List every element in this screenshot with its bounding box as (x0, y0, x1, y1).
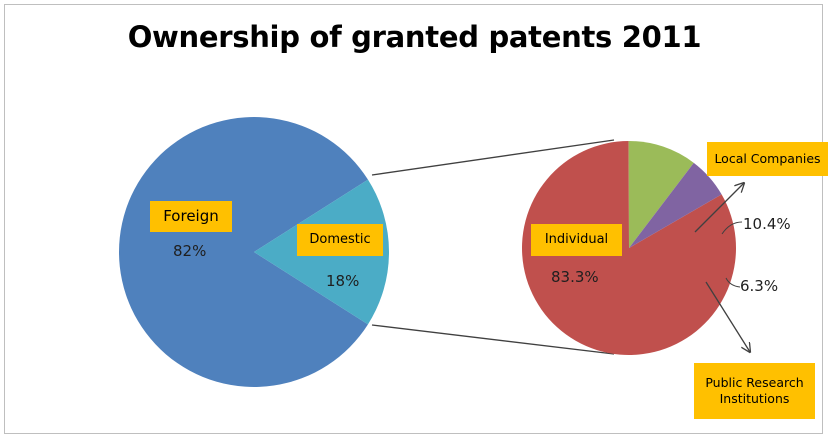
arrow-local-companies (694, 183, 744, 233)
pie-slice-individual (521, 141, 736, 356)
label-domestic: Domestic (297, 224, 383, 256)
breakdown-pie (521, 141, 736, 356)
label-local-companies: Local Companies (707, 142, 828, 176)
value-domestic: 18% (326, 272, 360, 290)
pie-slice-local-companies (628, 141, 694, 248)
leader-line-10-4 (721, 221, 743, 235)
value-foreign: 82% (173, 242, 207, 260)
value-individual: 83.3% (551, 268, 599, 286)
label-public-research: Public Research Institutions (694, 363, 815, 419)
label-individual: Individual (531, 224, 622, 256)
chart-frame (4, 4, 823, 434)
label-foreign: Foreign (150, 201, 232, 232)
value-public-research: 6.3% (740, 277, 779, 295)
connector-line-top (371, 139, 615, 176)
arrow-public-research (705, 281, 750, 352)
connector-line-bottom (371, 324, 615, 355)
pie-slice-public-research-institutions (629, 162, 722, 248)
chart-title: Ownership of granted patents 2011 (127, 20, 702, 54)
pie-slice-foreign (119, 116, 368, 387)
value-local-companies: 10.4% (743, 215, 791, 233)
leader-line-6-3 (725, 277, 741, 288)
